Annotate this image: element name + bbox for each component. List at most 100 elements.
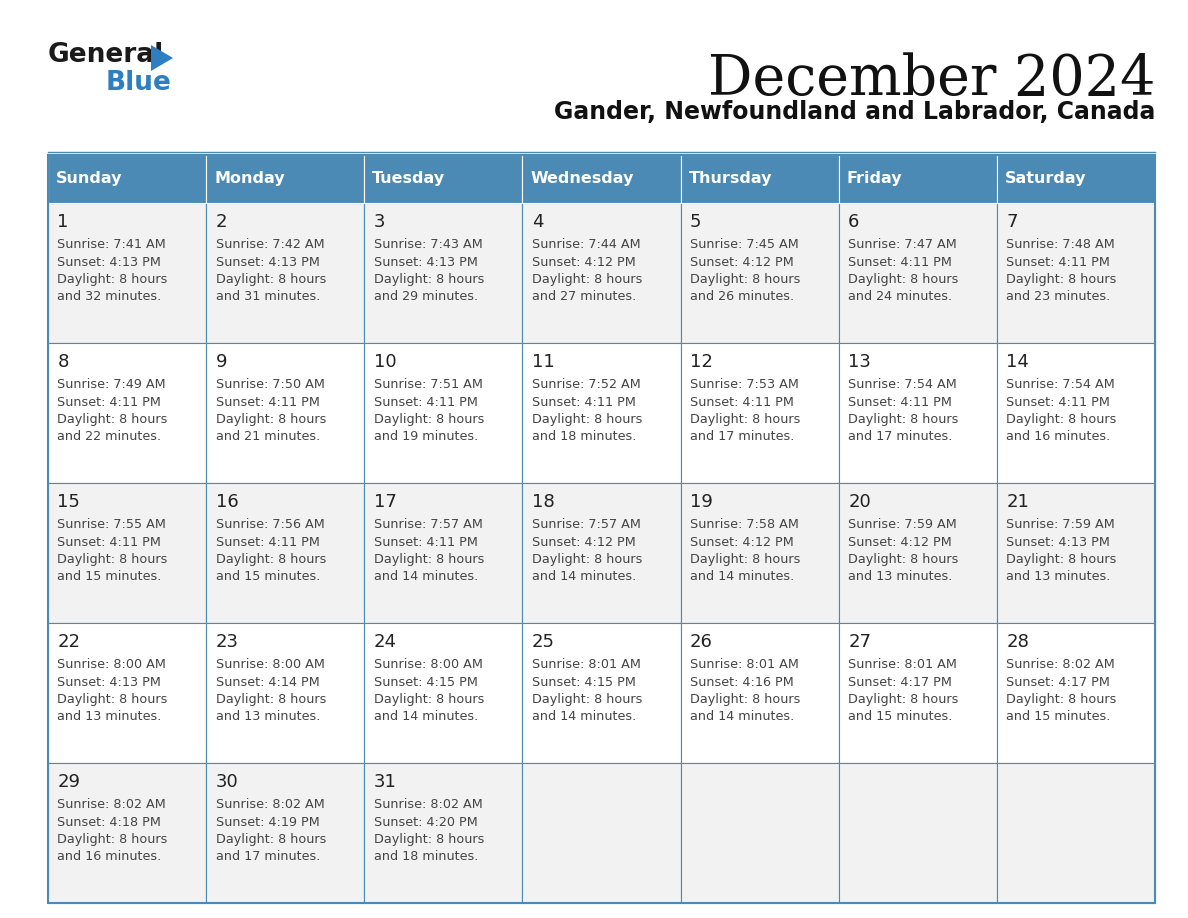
- Text: and 13 minutes.: and 13 minutes.: [216, 711, 320, 723]
- Text: Sunset: 4:18 PM: Sunset: 4:18 PM: [57, 815, 162, 829]
- Bar: [997, 623, 1155, 763]
- Text: Daylight: 8 hours: Daylight: 8 hours: [532, 413, 643, 426]
- Text: and 18 minutes.: and 18 minutes.: [374, 850, 478, 864]
- Text: and 14 minutes.: and 14 minutes.: [690, 570, 795, 584]
- Text: Sunset: 4:11 PM: Sunset: 4:11 PM: [374, 396, 478, 409]
- Text: Daylight: 8 hours: Daylight: 8 hours: [216, 273, 326, 286]
- Bar: [997, 155, 1155, 203]
- Text: 11: 11: [532, 353, 555, 371]
- Text: Daylight: 8 hours: Daylight: 8 hours: [690, 693, 801, 706]
- Text: Friday: Friday: [847, 172, 902, 186]
- Text: Blue: Blue: [106, 70, 172, 96]
- Text: and 18 minutes.: and 18 minutes.: [532, 431, 637, 443]
- Text: Sunrise: 8:02 AM: Sunrise: 8:02 AM: [374, 798, 482, 811]
- Bar: [839, 623, 997, 763]
- Text: 14: 14: [1006, 353, 1029, 371]
- Text: Sunset: 4:14 PM: Sunset: 4:14 PM: [216, 676, 320, 688]
- Bar: [997, 483, 1155, 623]
- Text: Daylight: 8 hours: Daylight: 8 hours: [57, 693, 168, 706]
- Text: Daylight: 8 hours: Daylight: 8 hours: [848, 693, 959, 706]
- Bar: [48, 203, 207, 343]
- Text: Sunset: 4:11 PM: Sunset: 4:11 PM: [1006, 396, 1111, 409]
- Bar: [48, 155, 1155, 903]
- Text: Sunset: 4:17 PM: Sunset: 4:17 PM: [848, 676, 952, 688]
- Text: 2: 2: [216, 213, 227, 231]
- Text: Sunrise: 8:00 AM: Sunrise: 8:00 AM: [57, 658, 166, 671]
- Text: 8: 8: [57, 353, 69, 371]
- Text: Sunset: 4:11 PM: Sunset: 4:11 PM: [57, 396, 162, 409]
- Bar: [523, 343, 681, 483]
- Bar: [681, 483, 839, 623]
- Text: Daylight: 8 hours: Daylight: 8 hours: [848, 273, 959, 286]
- Text: 22: 22: [57, 633, 81, 651]
- Text: Sunset: 4:13 PM: Sunset: 4:13 PM: [57, 676, 162, 688]
- Text: Sunset: 4:12 PM: Sunset: 4:12 PM: [690, 255, 794, 268]
- Bar: [523, 763, 681, 903]
- Text: Daylight: 8 hours: Daylight: 8 hours: [532, 273, 643, 286]
- Text: and 19 minutes.: and 19 minutes.: [374, 431, 478, 443]
- Text: Sunrise: 8:01 AM: Sunrise: 8:01 AM: [848, 658, 958, 671]
- Text: General: General: [48, 42, 164, 68]
- Text: 19: 19: [690, 493, 713, 511]
- Bar: [839, 483, 997, 623]
- Text: 23: 23: [216, 633, 239, 651]
- Text: Sunrise: 7:51 AM: Sunrise: 7:51 AM: [374, 378, 482, 391]
- Text: and 23 minutes.: and 23 minutes.: [1006, 290, 1111, 304]
- Text: Sunrise: 7:57 AM: Sunrise: 7:57 AM: [374, 518, 482, 531]
- Text: Daylight: 8 hours: Daylight: 8 hours: [216, 553, 326, 566]
- Text: Daylight: 8 hours: Daylight: 8 hours: [690, 553, 801, 566]
- Bar: [681, 763, 839, 903]
- Text: Sunset: 4:13 PM: Sunset: 4:13 PM: [57, 255, 162, 268]
- Text: Daylight: 8 hours: Daylight: 8 hours: [374, 833, 485, 846]
- Text: 21: 21: [1006, 493, 1029, 511]
- Text: Monday: Monday: [214, 172, 285, 186]
- Bar: [681, 155, 839, 203]
- Text: Sunset: 4:11 PM: Sunset: 4:11 PM: [216, 396, 320, 409]
- Bar: [365, 155, 523, 203]
- Text: Wednesday: Wednesday: [530, 172, 633, 186]
- Bar: [48, 763, 207, 903]
- Text: Daylight: 8 hours: Daylight: 8 hours: [57, 553, 168, 566]
- Text: 28: 28: [1006, 633, 1029, 651]
- Text: Sunrise: 7:45 AM: Sunrise: 7:45 AM: [690, 238, 798, 251]
- Text: and 15 minutes.: and 15 minutes.: [1006, 711, 1111, 723]
- Bar: [48, 483, 207, 623]
- Text: 29: 29: [57, 773, 81, 791]
- Text: Sunset: 4:17 PM: Sunset: 4:17 PM: [1006, 676, 1111, 688]
- Text: Daylight: 8 hours: Daylight: 8 hours: [1006, 553, 1117, 566]
- Text: 26: 26: [690, 633, 713, 651]
- Text: 12: 12: [690, 353, 713, 371]
- Bar: [365, 343, 523, 483]
- Bar: [207, 203, 365, 343]
- Text: Sunset: 4:13 PM: Sunset: 4:13 PM: [216, 255, 320, 268]
- Text: and 14 minutes.: and 14 minutes.: [374, 711, 478, 723]
- Polygon shape: [151, 45, 173, 71]
- Text: and 15 minutes.: and 15 minutes.: [848, 711, 953, 723]
- Bar: [681, 623, 839, 763]
- Text: 20: 20: [848, 493, 871, 511]
- Text: 9: 9: [216, 353, 227, 371]
- Text: and 13 minutes.: and 13 minutes.: [1006, 570, 1111, 584]
- Text: and 13 minutes.: and 13 minutes.: [848, 570, 953, 584]
- Text: 16: 16: [216, 493, 239, 511]
- Text: and 31 minutes.: and 31 minutes.: [216, 290, 320, 304]
- Bar: [365, 483, 523, 623]
- Text: 25: 25: [532, 633, 555, 651]
- Text: Daylight: 8 hours: Daylight: 8 hours: [690, 413, 801, 426]
- Text: and 26 minutes.: and 26 minutes.: [690, 290, 795, 304]
- Text: and 32 minutes.: and 32 minutes.: [57, 290, 162, 304]
- Text: Daylight: 8 hours: Daylight: 8 hours: [57, 833, 168, 846]
- Text: 13: 13: [848, 353, 871, 371]
- Bar: [365, 623, 523, 763]
- Text: 15: 15: [57, 493, 81, 511]
- Text: Sunrise: 8:02 AM: Sunrise: 8:02 AM: [57, 798, 166, 811]
- Text: Tuesday: Tuesday: [372, 172, 446, 186]
- Bar: [839, 343, 997, 483]
- Text: Sunrise: 7:57 AM: Sunrise: 7:57 AM: [532, 518, 640, 531]
- Text: Sunrise: 7:47 AM: Sunrise: 7:47 AM: [848, 238, 958, 251]
- Text: 1: 1: [57, 213, 69, 231]
- Text: Sunrise: 7:43 AM: Sunrise: 7:43 AM: [374, 238, 482, 251]
- Bar: [365, 763, 523, 903]
- Text: Thursday: Thursday: [689, 172, 772, 186]
- Text: 7: 7: [1006, 213, 1018, 231]
